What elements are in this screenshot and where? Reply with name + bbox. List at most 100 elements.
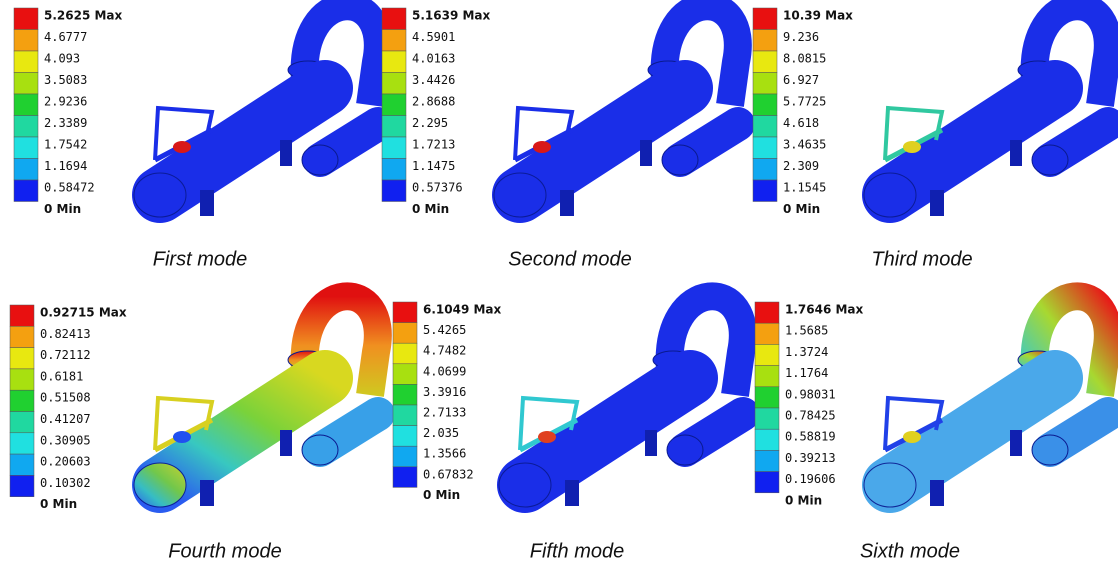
legend-label: 0.30905 xyxy=(40,433,91,447)
legend-label: 0.98031 xyxy=(785,387,836,401)
legend-band xyxy=(393,426,417,447)
hot-spot xyxy=(538,431,556,443)
legend-band xyxy=(14,8,38,30)
legend-band xyxy=(753,180,777,202)
legend-band xyxy=(10,348,34,369)
legend-label: 0.19606 xyxy=(785,472,836,486)
legend-band xyxy=(393,323,417,344)
legend-label: 6.927 xyxy=(783,73,819,87)
legend-label: 0.72112 xyxy=(40,348,91,362)
legend-band xyxy=(10,326,34,347)
legend-band xyxy=(393,343,417,364)
pipe-end xyxy=(494,173,546,217)
legend-label: 3.3916 xyxy=(423,385,466,399)
pipe-end xyxy=(499,463,551,507)
legend-label: 1.3566 xyxy=(423,447,466,461)
pipe-model xyxy=(864,6,1108,217)
legend-label: 1.1694 xyxy=(44,159,87,173)
stand xyxy=(1010,430,1022,456)
legend-band xyxy=(753,94,777,116)
legend-label: 0.6181 xyxy=(40,369,83,383)
legend-label: 0.78425 xyxy=(785,409,836,423)
hot-spot xyxy=(903,141,921,153)
legend-label: 1.1764 xyxy=(785,366,828,380)
stand xyxy=(200,480,214,506)
legend-band xyxy=(10,433,34,454)
pipe-small-end xyxy=(662,145,698,175)
caption: Fifth mode xyxy=(530,540,624,562)
stand xyxy=(200,190,214,216)
mode-panel: 1.7646 Max1.56851.37241.17640.980310.784… xyxy=(755,296,1108,562)
legend-label: 0 Min xyxy=(44,202,81,216)
legend-band xyxy=(14,94,38,116)
legend-band xyxy=(382,51,406,73)
legend-label: 5.1639 Max xyxy=(412,9,491,23)
pipe-end xyxy=(134,173,186,217)
legend-band xyxy=(382,30,406,52)
stand xyxy=(640,140,652,166)
legend-band xyxy=(10,454,34,475)
legend-label: 2.035 xyxy=(423,426,459,440)
legend-label: 2.7133 xyxy=(423,406,466,420)
legend-band xyxy=(755,323,779,344)
legend-label: 0.41207 xyxy=(40,412,91,426)
legend-band xyxy=(14,159,38,181)
legend-label: 1.7213 xyxy=(412,138,455,152)
legend-band xyxy=(10,475,34,496)
stand xyxy=(565,480,579,506)
legend-band xyxy=(755,472,779,493)
pipe-small-end xyxy=(1032,145,1068,175)
legend-label: 9.236 xyxy=(783,30,819,44)
legend-band xyxy=(14,73,38,95)
legend-band xyxy=(753,51,777,73)
legend-band xyxy=(382,116,406,138)
legend-band xyxy=(382,8,406,30)
hot-spot xyxy=(903,431,921,443)
pipe-model xyxy=(494,6,738,217)
legend-label: 0 Min xyxy=(40,497,77,511)
legend-label: 4.6777 xyxy=(44,30,87,44)
pipe-model xyxy=(864,296,1108,507)
pipe-model xyxy=(134,296,378,507)
legend-label: 2.309 xyxy=(783,159,819,173)
legend-label: 6.1049 Max xyxy=(423,303,502,317)
stand xyxy=(280,430,292,456)
legend-band xyxy=(10,412,34,433)
legend-label: 8.0815 xyxy=(783,52,826,66)
legend-label: 0 Min xyxy=(423,488,460,502)
legend-band xyxy=(10,390,34,411)
legend-band xyxy=(755,344,779,365)
legend-band xyxy=(393,384,417,405)
hot-spot xyxy=(173,431,191,443)
pipe-end xyxy=(134,463,186,507)
legend-label: 0.57376 xyxy=(412,181,463,195)
mode-panel: 10.39 Max9.2368.08156.9275.77254.6183.46… xyxy=(753,6,1108,270)
legend-label: 1.7542 xyxy=(44,138,87,152)
legend-band xyxy=(14,51,38,73)
legend-label: 10.39 Max xyxy=(783,9,853,23)
legend-band xyxy=(393,364,417,385)
legend-band xyxy=(753,137,777,159)
legend-label: 0.20603 xyxy=(40,455,91,469)
legend-band xyxy=(382,180,406,202)
legend-label: 2.8688 xyxy=(412,95,455,109)
legend-band xyxy=(10,305,34,326)
pipe-model xyxy=(134,6,378,217)
legend-band xyxy=(755,408,779,429)
legend-band xyxy=(753,30,777,52)
legend-label: 0.67832 xyxy=(423,467,474,481)
pipe-small-end xyxy=(302,145,338,175)
legend-band xyxy=(382,73,406,95)
legend-label: 1.1545 xyxy=(783,181,826,195)
pipe-end xyxy=(864,463,916,507)
stand xyxy=(280,140,292,166)
legend-band xyxy=(14,116,38,138)
legend-label: 0 Min xyxy=(783,202,820,216)
legend-label: 0 Min xyxy=(412,202,449,216)
legend-label: 0.58819 xyxy=(785,430,836,444)
legend-band xyxy=(755,450,779,471)
hot-spot xyxy=(173,141,191,153)
pipe-end xyxy=(864,173,916,217)
legend-band xyxy=(382,94,406,116)
legend-label: 1.7646 Max xyxy=(785,303,864,317)
